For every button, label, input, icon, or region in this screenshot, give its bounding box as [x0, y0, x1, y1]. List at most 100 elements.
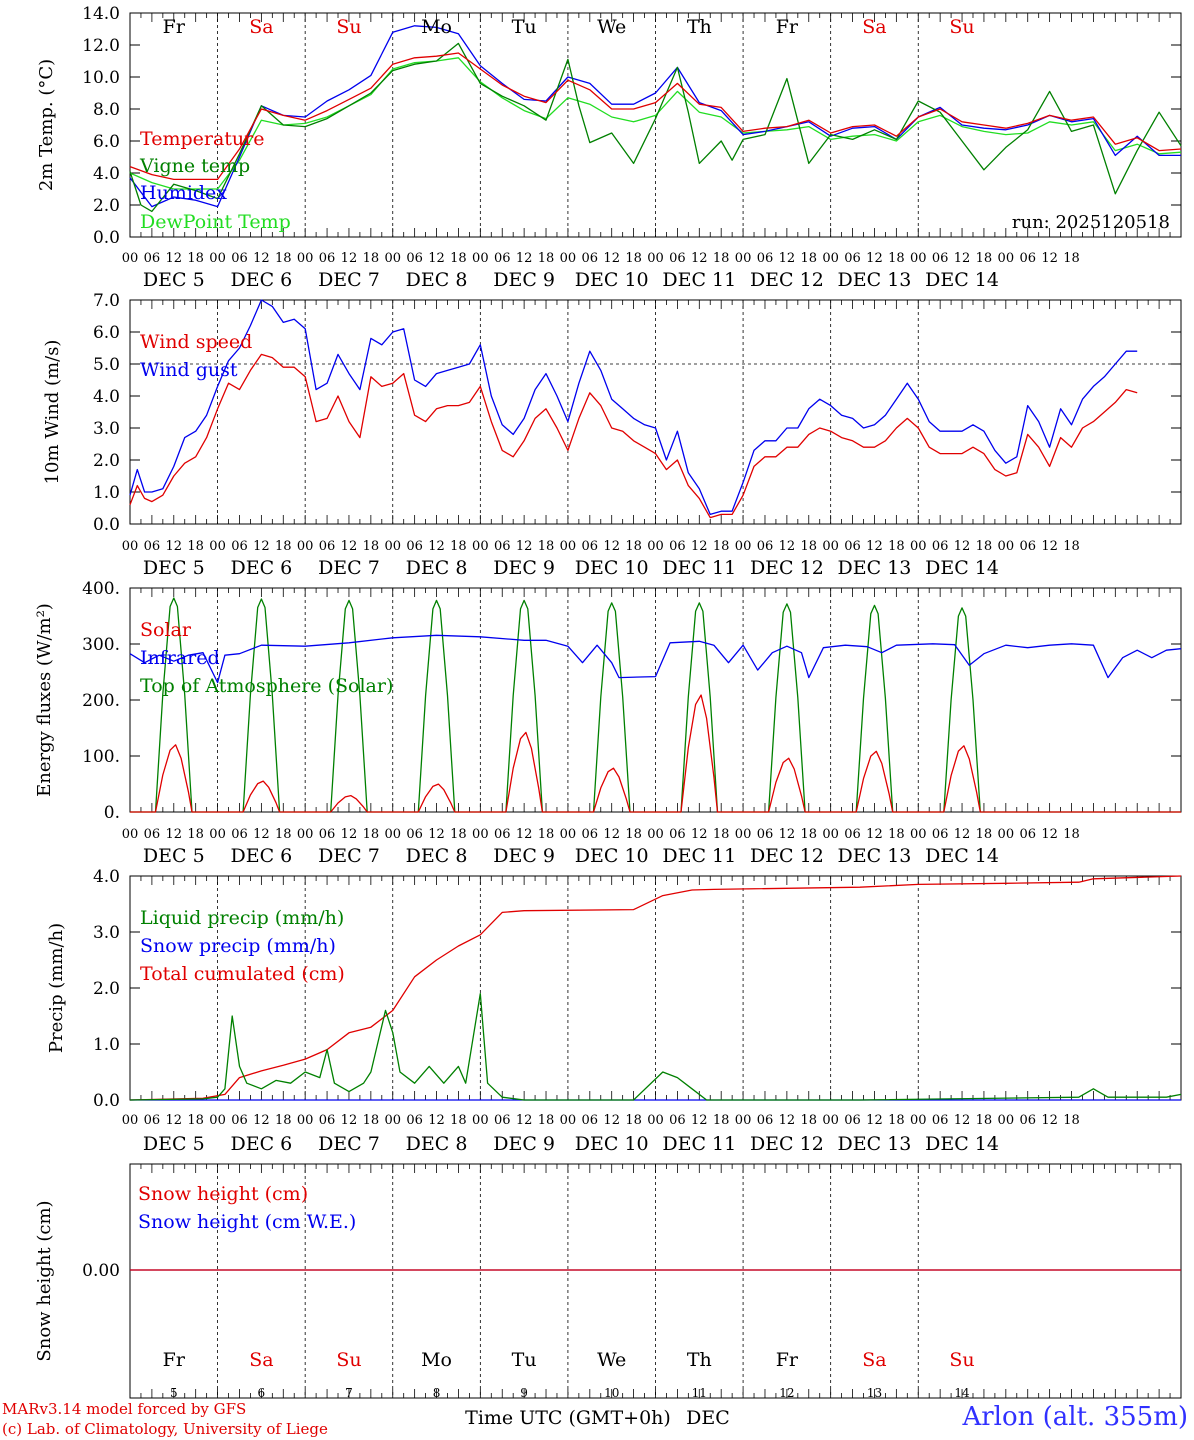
day-name-top: Tu — [512, 16, 537, 38]
hour-label: 18 — [450, 251, 467, 266]
hour-label: 06 — [144, 827, 161, 842]
hour-label: 12 — [1041, 827, 1058, 842]
hour-label: 18 — [450, 539, 467, 554]
day-name-top: Mo — [421, 16, 452, 38]
day-name-bottom: Tu — [512, 1349, 537, 1371]
y-tick-label: 200. — [82, 691, 120, 711]
hour-label: 00 — [472, 251, 489, 266]
y-tick-label: 1.0 — [93, 483, 120, 503]
hour-label: 12 — [253, 1113, 270, 1128]
hour-label: 06 — [757, 1113, 774, 1128]
y-tick-label: 2.0 — [93, 196, 120, 216]
hour-label: 00 — [297, 251, 314, 266]
hour-label: 06 — [932, 539, 949, 554]
date-label: DEC 11 — [662, 557, 736, 579]
hour-label: 00 — [910, 539, 927, 554]
plot-frame — [130, 588, 1181, 812]
hour-label: 12 — [866, 827, 883, 842]
hour-label: 06 — [757, 539, 774, 554]
hour-label: 18 — [800, 827, 817, 842]
y-axis-label: Snow height (cm) — [34, 1200, 55, 1361]
run-label: run: 2025120518 — [1012, 212, 1170, 233]
hour-label: 06 — [844, 1113, 861, 1128]
hour-label: 18 — [363, 251, 380, 266]
hour-label: 12 — [166, 1113, 183, 1128]
hour-label: 18 — [800, 539, 817, 554]
hour-label: 18 — [800, 1113, 817, 1128]
date-label: DEC 13 — [838, 1133, 912, 1155]
hour-label: 18 — [363, 539, 380, 554]
hour-label: 18 — [625, 1113, 642, 1128]
date-label: DEC 11 — [662, 845, 736, 867]
hour-label: 12 — [1041, 251, 1058, 266]
hour-label: 12 — [341, 251, 358, 266]
hour-label: 06 — [319, 251, 336, 266]
date-label: DEC 9 — [493, 269, 555, 291]
hour-label: 18 — [275, 539, 292, 554]
y-tick-label: 5.0 — [93, 355, 120, 375]
hour-label: 00 — [735, 251, 752, 266]
day-name-bottom: Mo — [421, 1349, 452, 1371]
hour-label: 06 — [231, 539, 248, 554]
hour-label: 00 — [560, 827, 577, 842]
lab-credit: (c) Lab. of Climatology, University of L… — [2, 1420, 328, 1438]
hour-label: 06 — [406, 1113, 423, 1128]
day-number: 8 — [433, 1386, 441, 1400]
hour-label: 18 — [1063, 539, 1080, 554]
hour-label: 18 — [1063, 251, 1080, 266]
hour-label: 00 — [735, 827, 752, 842]
hour-label: 06 — [231, 827, 248, 842]
date-label: DEC 8 — [406, 557, 468, 579]
date-label: DEC 9 — [493, 1133, 555, 1155]
y-axis-label: 10m Wind (m/s) — [42, 340, 63, 485]
hour-label: 18 — [800, 251, 817, 266]
day-name-bottom: Su — [336, 1349, 361, 1371]
hour-label: 18 — [275, 1113, 292, 1128]
hour-label: 06 — [406, 827, 423, 842]
hour-label: 12 — [341, 539, 358, 554]
hour-label: 06 — [144, 539, 161, 554]
y-axis-label: Precip (mm/h) — [46, 923, 67, 1053]
hour-label: 00 — [122, 539, 139, 554]
panel-wind: 0.01.02.03.04.05.06.07.010m Wind (m/s) Wi… — [42, 291, 1181, 579]
hour-label: 00 — [209, 1113, 226, 1128]
hour-label: 12 — [1041, 1113, 1058, 1128]
day-name-bottom: Fr — [163, 1349, 186, 1371]
hour-label: 12 — [428, 539, 445, 554]
date-label: DEC 12 — [750, 1133, 824, 1155]
hour-label: 00 — [297, 1113, 314, 1128]
hour-label: 06 — [1019, 827, 1036, 842]
hour-label: 00 — [209, 251, 226, 266]
hour-label: 12 — [866, 251, 883, 266]
hour-label: 00 — [822, 539, 839, 554]
hour-label: 06 — [406, 251, 423, 266]
legend-entry: Snow height (cm W.E.) — [138, 1211, 356, 1233]
hour-label: 18 — [275, 827, 292, 842]
day-number: 7 — [345, 1386, 353, 1400]
hour-label: 18 — [625, 251, 642, 266]
day-number: 12 — [779, 1386, 794, 1400]
hour-label: 18 — [187, 539, 204, 554]
hour-label: 06 — [582, 1113, 599, 1128]
day-name-bottom: Sa — [249, 1349, 273, 1371]
date-label: DEC 5 — [143, 269, 205, 291]
panel-precip: 0.01.02.03.04.0Precip (mm/h)Liquid preci… — [46, 867, 1181, 1155]
day-name-bottom: Su — [949, 1349, 974, 1371]
date-label: DEC 6 — [230, 845, 292, 867]
y-tick-label: 3.0 — [93, 923, 120, 943]
y-tick-label: 0.00 — [82, 1261, 120, 1281]
hour-label: 18 — [976, 1113, 993, 1128]
hour-label: 00 — [472, 827, 489, 842]
date-label: DEC 7 — [318, 1133, 380, 1155]
hour-label: 00 — [647, 539, 664, 554]
day-name-bottom: Sa — [862, 1349, 886, 1371]
hour-label: 00 — [209, 827, 226, 842]
date-label: DEC 10 — [575, 557, 649, 579]
hour-label: 12 — [954, 1113, 971, 1128]
hour-label: 00 — [384, 251, 401, 266]
hour-label: 06 — [669, 539, 686, 554]
date-label: DEC 6 — [230, 1133, 292, 1155]
hour-label: 18 — [187, 1113, 204, 1128]
legend-entry: DewPoint Temp — [140, 211, 291, 233]
date-label: DEC 13 — [838, 557, 912, 579]
